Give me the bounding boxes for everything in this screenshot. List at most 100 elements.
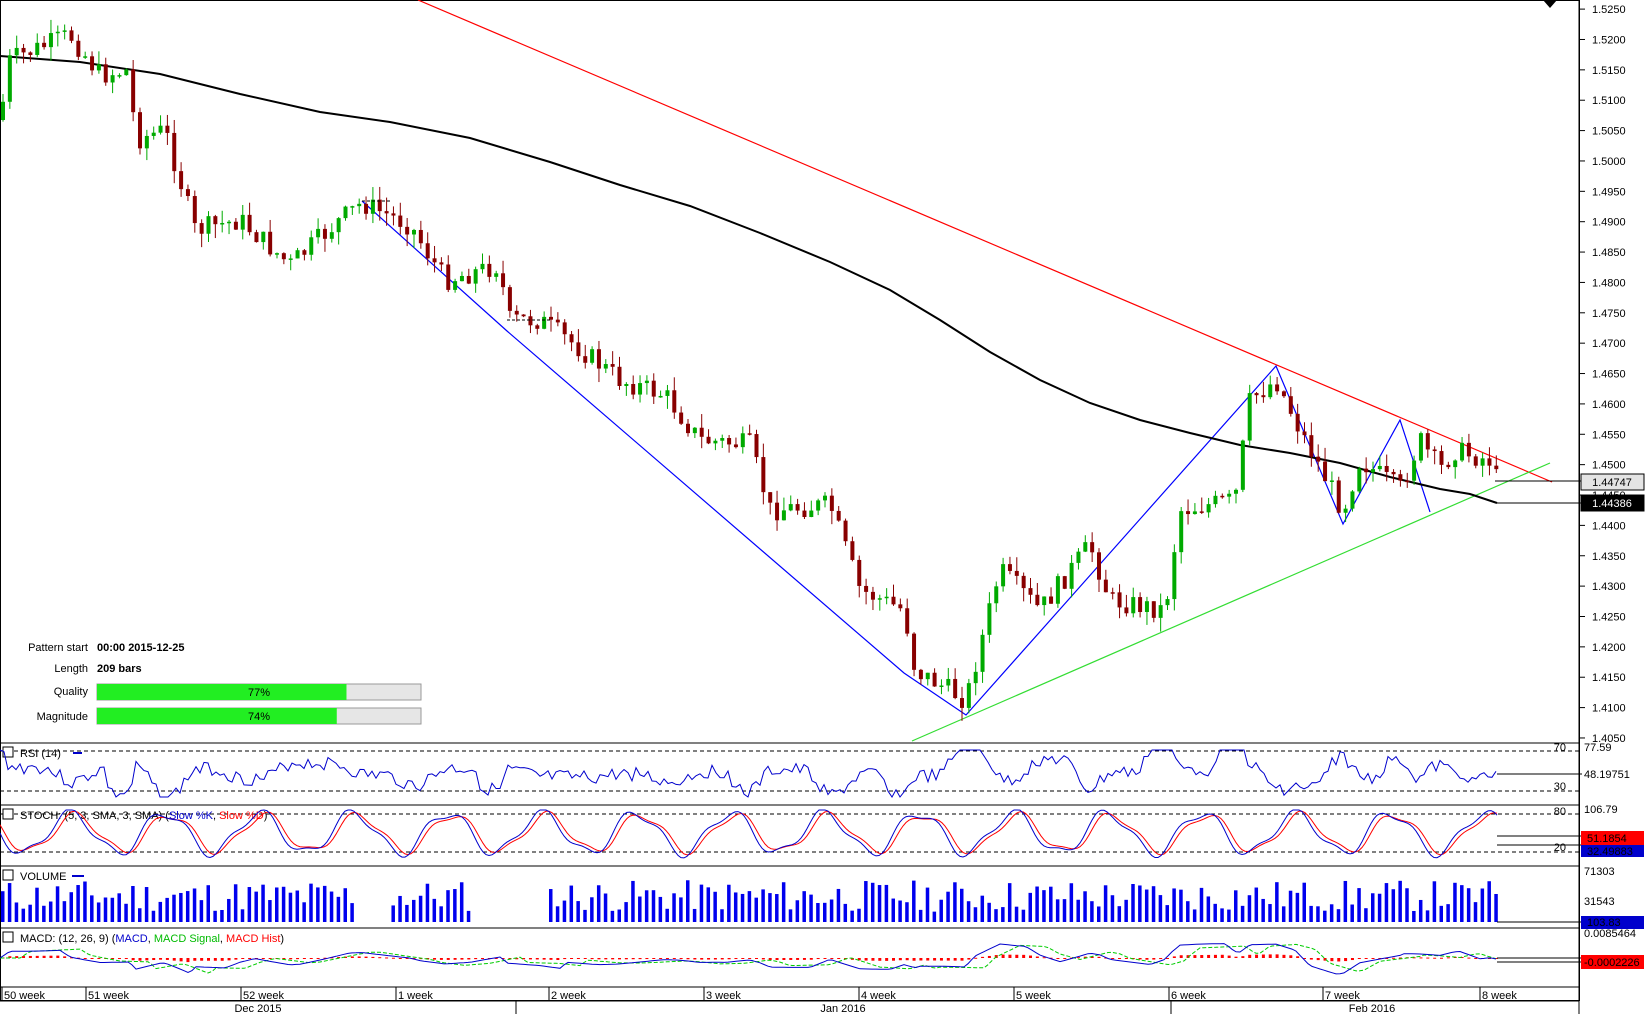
stoch-title: STOCH: (5, 3, SMA, 3, SMA) (Slow %K, Slo… bbox=[20, 810, 267, 822]
macd-hist-bar bbox=[686, 958, 690, 960]
candle-body bbox=[569, 334, 574, 343]
volume-bar bbox=[322, 885, 327, 922]
volume-bar bbox=[1186, 901, 1190, 922]
pattern-zigzag bbox=[361, 200, 1431, 716]
candle-body bbox=[788, 504, 793, 511]
volume-bar bbox=[562, 900, 567, 922]
candle-body bbox=[1268, 384, 1273, 398]
volume-bar bbox=[1213, 903, 1217, 922]
macd-hist-bar bbox=[302, 958, 306, 959]
macd-hist-bar bbox=[1316, 958, 1320, 961]
macd-hist-bar bbox=[1159, 958, 1163, 960]
stoch-close-icon[interactable] bbox=[2, 808, 14, 820]
rsi-top-label: 77.59 bbox=[1584, 742, 1612, 754]
pattern-start-value: 00:00 2015-12-25 bbox=[97, 642, 184, 654]
macd-hist-bar bbox=[138, 958, 142, 961]
candle-body bbox=[638, 383, 643, 395]
candle-body bbox=[987, 603, 992, 635]
volume-bar bbox=[1364, 908, 1368, 922]
week-label: 3 week bbox=[706, 990, 741, 1002]
candle-body bbox=[83, 56, 88, 58]
candle-body bbox=[1446, 464, 1451, 468]
candle-body bbox=[206, 216, 211, 234]
volume-bar bbox=[1110, 895, 1115, 922]
macd-hist-bar bbox=[453, 958, 457, 960]
volume-bar bbox=[870, 882, 875, 922]
macd-hist-bar bbox=[542, 958, 546, 960]
volume-bar bbox=[398, 895, 402, 922]
macd-hist-bar bbox=[665, 958, 669, 959]
volume-bar bbox=[446, 890, 450, 922]
candle-body bbox=[1254, 393, 1259, 396]
macd-hist-bar bbox=[679, 958, 683, 960]
candle-body bbox=[1288, 396, 1293, 414]
week-labels: 50 week 51 week 52 week 1 week 2 week 3 week 4… bbox=[1, 987, 1517, 1002]
macd-close-icon[interactable] bbox=[2, 931, 14, 943]
volume-bar bbox=[1494, 893, 1498, 922]
candle-body bbox=[912, 633, 917, 670]
macd-hist-bar bbox=[1200, 955, 1204, 958]
candle-body bbox=[1329, 480, 1334, 482]
week-label: 2 week bbox=[551, 990, 586, 1002]
macd-hist-bar bbox=[1392, 957, 1396, 959]
candle-body bbox=[466, 275, 471, 284]
macd-hist-bar bbox=[467, 958, 471, 960]
macd-hist-bar bbox=[248, 958, 252, 959]
volume-bar bbox=[747, 891, 752, 922]
candle-body bbox=[555, 319, 560, 323]
macd-hist-bar bbox=[919, 958, 923, 961]
macd-hist-bar bbox=[1138, 958, 1142, 960]
macd-hist-bar bbox=[165, 958, 169, 960]
macd-hist-bar bbox=[652, 958, 656, 959]
volume-bar bbox=[1377, 893, 1382, 922]
candle-body bbox=[1110, 592, 1115, 594]
macd-hist-bar bbox=[1063, 958, 1067, 959]
candle-body bbox=[377, 199, 382, 212]
volume-bar bbox=[35, 887, 39, 922]
candle-body bbox=[343, 206, 348, 219]
macd-hist-bar bbox=[624, 958, 628, 960]
volume-bar bbox=[727, 884, 731, 922]
candle-body bbox=[1295, 413, 1300, 432]
candle-body bbox=[1405, 480, 1410, 483]
candle-body bbox=[1069, 562, 1074, 589]
volume-bar bbox=[425, 883, 430, 922]
macd-hist-bar bbox=[1364, 958, 1368, 959]
volume-bar bbox=[275, 887, 279, 922]
macd-hist-bar bbox=[1487, 958, 1491, 959]
volume-bar bbox=[1234, 890, 1238, 922]
week-label: 1 week bbox=[398, 990, 433, 1002]
candle-body bbox=[576, 342, 581, 357]
volume-bar bbox=[1295, 892, 1300, 922]
macd-hist-bar bbox=[1296, 956, 1300, 958]
rsi-close-icon[interactable] bbox=[2, 746, 14, 758]
volume-bar bbox=[939, 899, 943, 922]
candle-body bbox=[179, 171, 184, 190]
candle-body bbox=[1186, 511, 1191, 515]
candle-body bbox=[781, 510, 786, 521]
volume-close-icon[interactable] bbox=[2, 869, 14, 881]
macd-hist-bar bbox=[1309, 958, 1313, 960]
candle-body bbox=[158, 125, 163, 133]
candle-body bbox=[624, 383, 629, 386]
candle-body bbox=[583, 356, 588, 363]
macd-hist-bar bbox=[693, 958, 697, 960]
volume-bar bbox=[1083, 891, 1087, 922]
candle-body bbox=[35, 42, 40, 55]
candle-body bbox=[1206, 504, 1211, 513]
current-price-label: 1.44747 bbox=[1580, 473, 1645, 491]
week-label: 7 week bbox=[1325, 990, 1360, 1002]
macd-hist-bar bbox=[823, 958, 827, 959]
volume-bar bbox=[994, 909, 998, 922]
candle-body bbox=[521, 314, 526, 317]
candle-body bbox=[220, 222, 225, 225]
volume-bar bbox=[110, 897, 115, 922]
macd-hist-bar bbox=[179, 958, 183, 962]
volume-bar bbox=[28, 904, 32, 922]
volume-bar bbox=[1014, 906, 1019, 922]
macd-hist-bar bbox=[912, 958, 916, 961]
candle-body bbox=[1460, 442, 1465, 461]
macd-hist-bar bbox=[1220, 954, 1224, 958]
macd-hist-bar bbox=[905, 958, 909, 961]
